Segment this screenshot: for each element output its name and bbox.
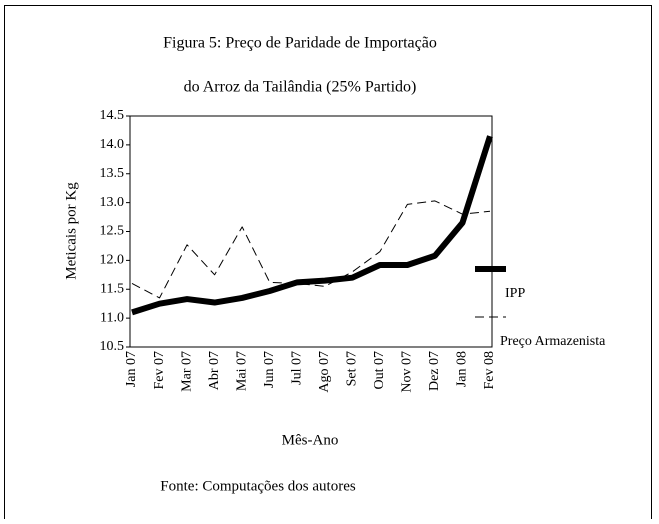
- legend-label: Preço Armazenista: [500, 334, 606, 349]
- x-axis-label: Mês-Ano: [282, 432, 339, 448]
- y-axis-label: Meticais por Kg: [63, 182, 79, 280]
- y-tick-label: 11.0: [100, 310, 124, 325]
- frame: [4, 5, 652, 524]
- y-tick-label: 14.5: [100, 108, 125, 123]
- chart-title: Figura 5: Preço de Paridade de Importaçã…: [163, 35, 437, 52]
- x-tick-label: Set 07: [345, 351, 360, 386]
- x-tick-label: Fev 07: [152, 351, 167, 390]
- x-tick-label: Ago 07: [317, 351, 332, 393]
- legend-label: IPP: [505, 286, 525, 301]
- x-tick-label: Out 07: [372, 351, 387, 390]
- x-tick-label: Jan 07: [124, 351, 139, 387]
- x-tick-label: Mar 07: [179, 351, 194, 392]
- plot-frame: [129, 115, 493, 348]
- x-tick-label: Jun 07: [262, 351, 277, 388]
- y-tick-label: 13.0: [100, 195, 125, 210]
- x-tick-label: Fev 08: [482, 351, 497, 390]
- x-tick-label: Dez 07: [427, 351, 442, 391]
- x-tick-label: Jan 08: [455, 351, 470, 387]
- y-tick-label: 11.5: [100, 281, 124, 296]
- y-tick-label: 13.5: [100, 166, 125, 181]
- line-series: [131, 135, 493, 316]
- x-tick-label: Jul 07: [289, 351, 304, 385]
- y-tick-label: 12.0: [100, 253, 125, 268]
- x-tick-label: Nov 07: [400, 351, 415, 393]
- source: Fonte: Computações dos autores: [160, 478, 356, 494]
- y-tick-label: 10.5: [100, 339, 125, 354]
- chart-title: do Arroz da Tailândia (25% Partido): [184, 79, 417, 96]
- x-tick-label: Abr 07: [207, 351, 222, 390]
- y-tick-label: 14.0: [100, 137, 125, 152]
- x-tick-label: Mai 07: [234, 351, 249, 391]
- y-tick-label: 12.5: [100, 224, 125, 239]
